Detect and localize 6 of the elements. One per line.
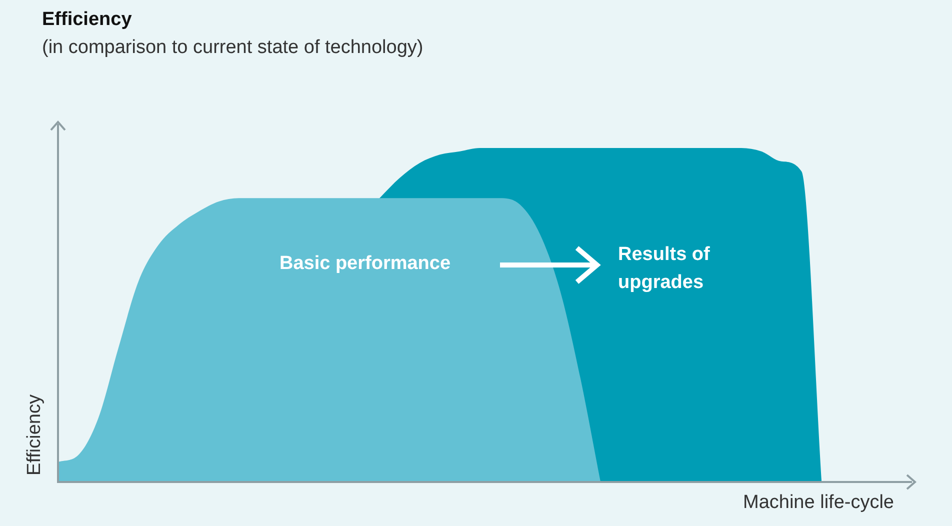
series-label: Basic performance [279, 253, 451, 274]
x-axis-title: Machine life-cycle [743, 492, 894, 514]
y-axis-title: Efficiency [24, 394, 46, 478]
chart-title: Efficiency [42, 9, 132, 31]
series-label: Results of upgrades [618, 244, 711, 294]
chart-subtitle: (in comparison to current state of technology) [42, 37, 424, 59]
